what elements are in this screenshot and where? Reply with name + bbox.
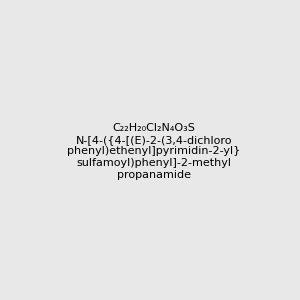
Text: C₂₂H₂₀Cl₂N₄O₃S
N-[4-({4-[(E)-2-(3,4-dichloro
phenyl)ethenyl]pyrimidin-2-yl}
sulf: C₂₂H₂₀Cl₂N₄O₃S N-[4-({4-[(E)-2-(3,4-dich…	[67, 123, 240, 180]
